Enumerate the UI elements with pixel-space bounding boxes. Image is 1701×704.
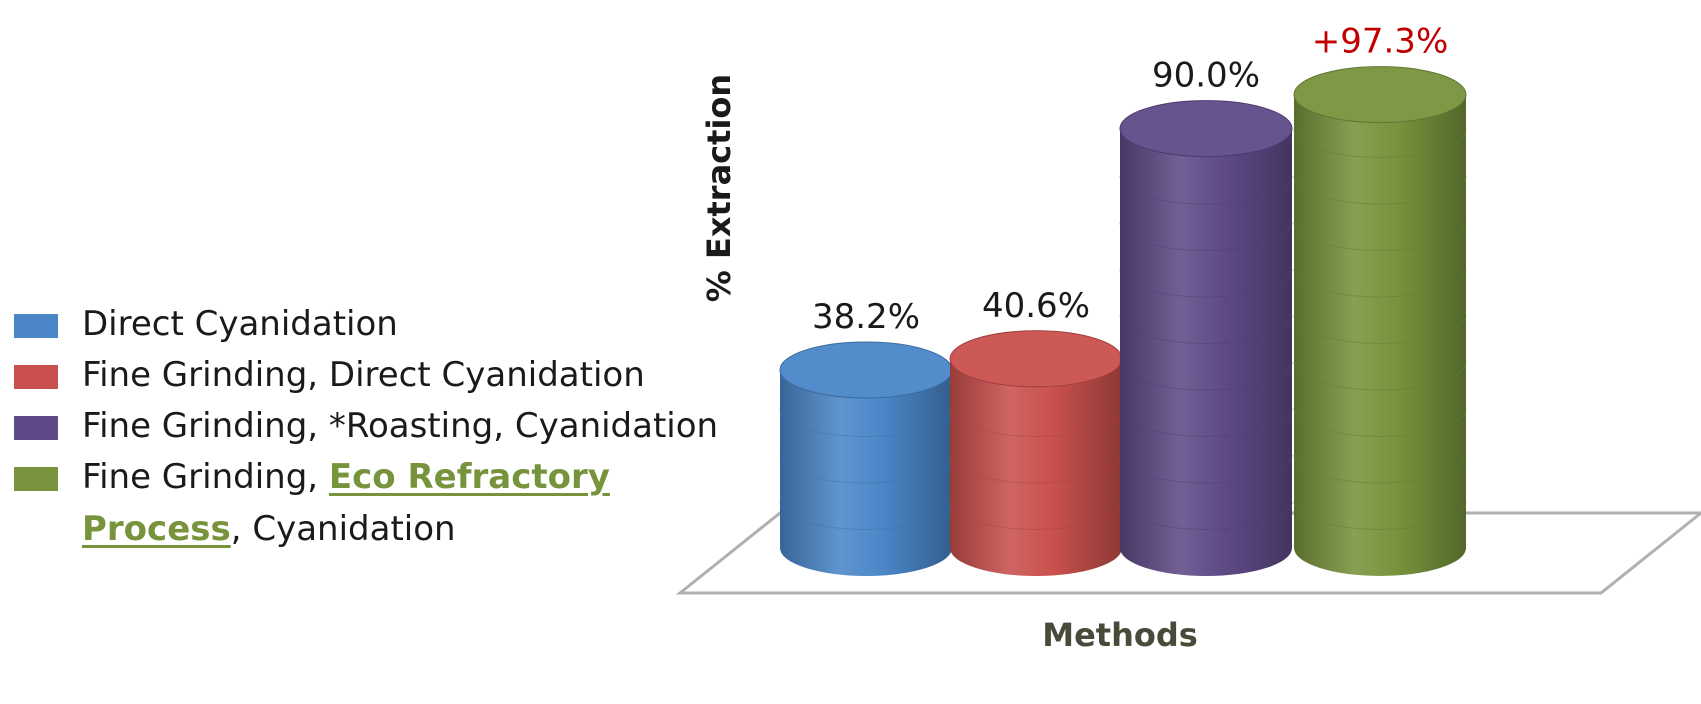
data-labels-group: 38.2% 40.6% 90.0% +97.3% [812, 22, 1448, 337]
data-label-direct-cyanidation: 38.2% [812, 297, 920, 337]
bar-band [1119, 501, 1293, 530]
bar-band [1293, 129, 1467, 158]
bar-fine-grinding-direct [949, 330, 1123, 576]
bar-band [1119, 175, 1293, 205]
legend-label: Fine Grinding, Eco Refractory Process, C… [82, 451, 702, 555]
legend-swatch [14, 365, 58, 389]
x-axis-title: Methods [1042, 616, 1198, 654]
bar-band [1293, 501, 1467, 530]
bar-body [780, 369, 952, 576]
bar-fine-grinding-roasting [1119, 100, 1293, 576]
bar-band [779, 408, 953, 437]
bar-body [1294, 94, 1466, 576]
bar-band [1119, 315, 1293, 344]
bar-band [1119, 408, 1293, 437]
bar-band [1119, 268, 1293, 298]
legend-label-prefix: Fine Grinding, [82, 457, 329, 497]
bar-band [1293, 175, 1467, 205]
bar-eco-refractory [1293, 66, 1467, 576]
bar-band [1119, 361, 1293, 391]
legend-swatch [14, 314, 58, 338]
bar-band [1293, 222, 1467, 251]
bar-body [1120, 128, 1292, 576]
legend-label-suffix: , Cyanidation [230, 509, 456, 549]
bar-band [949, 408, 1123, 437]
bar-band [779, 501, 953, 530]
bar-band [949, 501, 1123, 530]
bar-band [1293, 454, 1467, 484]
bar-top [779, 341, 953, 399]
bar-band [1293, 268, 1467, 298]
bar-band [1293, 408, 1467, 437]
bar-direct-cyanidation [779, 341, 953, 576]
bar-band [1119, 454, 1293, 484]
bar-top [1293, 66, 1467, 124]
legend-label: Fine Grinding, *Roasting, Cyanidation [82, 406, 719, 446]
legend-label: Fine Grinding, Direct Cyanidation [82, 355, 645, 395]
bar-band [779, 454, 953, 484]
legend-swatch [14, 416, 58, 440]
bar-top [949, 330, 1123, 388]
bar-top [1119, 100, 1293, 158]
bar-band [949, 454, 1123, 484]
data-label-fine-grinding-direct: 40.6% [982, 286, 1090, 326]
bar-body [950, 358, 1122, 576]
data-label-fine-grinding-roasting: 90.0% [1152, 56, 1260, 96]
bar-band [1293, 315, 1467, 344]
eco-refractory-process-link: Eco Refractory Process [82, 457, 610, 549]
bar-band [1293, 361, 1467, 391]
bars-group [779, 66, 1467, 576]
legend-label: Direct Cyanidation [82, 304, 398, 344]
bar-band [1119, 222, 1293, 251]
y-axis-title: % Extraction [700, 74, 738, 302]
legend-swatch [14, 467, 58, 491]
data-label-eco-refractory: +97.3% [1312, 22, 1449, 62]
